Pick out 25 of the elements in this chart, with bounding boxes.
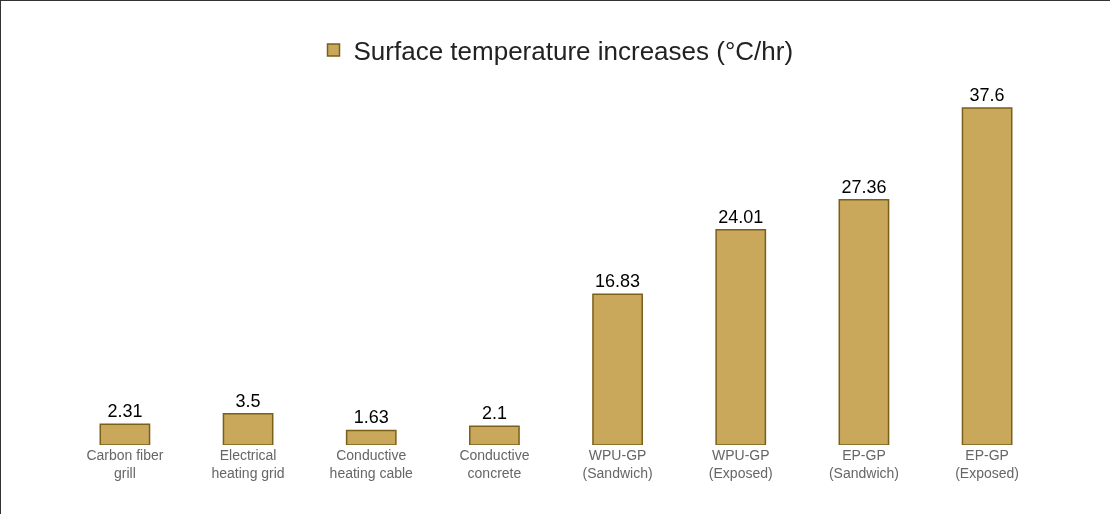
- bar: [592, 293, 643, 445]
- x-tick-label: Electrical heating grid: [211, 447, 285, 482]
- bar: [838, 199, 890, 445]
- bar: [345, 429, 397, 445]
- data-label: 27.36: [841, 176, 887, 197]
- x-tick-label: WPU-GP (Exposed): [708, 447, 773, 482]
- x-tick-label: Conductive concrete: [459, 447, 530, 482]
- x-tick-label: EP-GP (Sandwich): [828, 447, 899, 482]
- bar: [99, 423, 151, 445]
- bar: [715, 229, 767, 445]
- data-label: 16.83: [595, 271, 641, 292]
- x-tick-label: Carbon fiber grill: [86, 447, 164, 482]
- x-tick-label: Conductive heating cable: [329, 447, 414, 482]
- legend-label: Surface temperature increases (°C/hr): [353, 36, 794, 67]
- data-label: 3.5: [235, 390, 261, 411]
- x-tick-label: WPU-GP (Sandwich): [582, 447, 653, 482]
- bar: [961, 107, 1013, 445]
- data-label: 2.31: [107, 401, 143, 422]
- data-label: 1.63: [353, 407, 389, 428]
- data-label: 37.6: [969, 84, 1005, 105]
- bar: [469, 425, 520, 445]
- data-label: 2.1: [481, 403, 507, 424]
- x-tick-label: EP-GP (Exposed): [955, 447, 1020, 482]
- bar: [222, 412, 274, 445]
- data-label: 24.01: [718, 206, 764, 227]
